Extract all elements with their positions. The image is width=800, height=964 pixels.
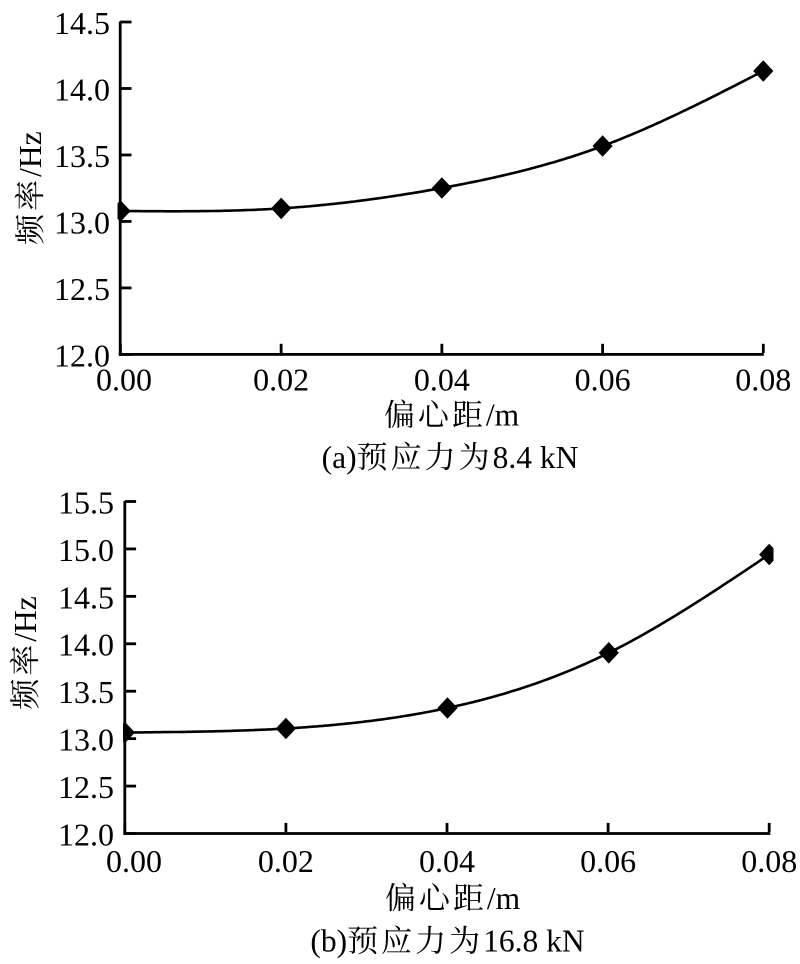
svg-text:(b): (b) [310, 924, 347, 959]
svg-text:13.5: 13.5 [58, 674, 114, 710]
svg-text:(a): (a) [322, 440, 357, 475]
svg-text:14.5: 14.5 [54, 5, 110, 41]
svg-text:/m: /m [487, 881, 521, 916]
svg-text:14.5: 14.5 [58, 579, 114, 615]
svg-text:/Hz: /Hz [13, 131, 48, 177]
svg-text:0.08: 0.08 [735, 362, 791, 398]
svg-text:12.5: 12.5 [54, 271, 110, 307]
svg-text:15.5: 15.5 [58, 484, 114, 520]
svg-text:0.06: 0.06 [575, 362, 631, 398]
svg-text:0.00: 0.00 [106, 843, 162, 879]
svg-text:/m: /m [486, 398, 520, 433]
svg-text:0.06: 0.06 [580, 843, 636, 879]
svg-text:0.04: 0.04 [414, 362, 470, 398]
svg-text:13.0: 13.0 [58, 722, 114, 758]
svg-text:13.5: 13.5 [54, 138, 110, 174]
svg-text:16.8 kN: 16.8 kN [483, 924, 585, 959]
svg-text:14.0: 14.0 [54, 71, 110, 107]
svg-text:14.0: 14.0 [58, 627, 114, 663]
svg-text:15.0: 15.0 [58, 532, 114, 568]
svg-text:8.4 kN: 8.4 kN [493, 440, 579, 475]
svg-text:0.02: 0.02 [258, 843, 314, 879]
svg-text:0.04: 0.04 [419, 843, 475, 879]
svg-text:0.00: 0.00 [96, 362, 152, 398]
svg-text:12.0: 12.0 [54, 337, 110, 373]
svg-text:12.5: 12.5 [58, 769, 114, 805]
svg-text:13.0: 13.0 [54, 204, 110, 240]
svg-text:/Hz: /Hz [8, 596, 43, 642]
svg-text:12.0: 12.0 [58, 816, 114, 852]
svg-text:0.08: 0.08 [741, 843, 797, 879]
svg-text:0.02: 0.02 [253, 362, 309, 398]
